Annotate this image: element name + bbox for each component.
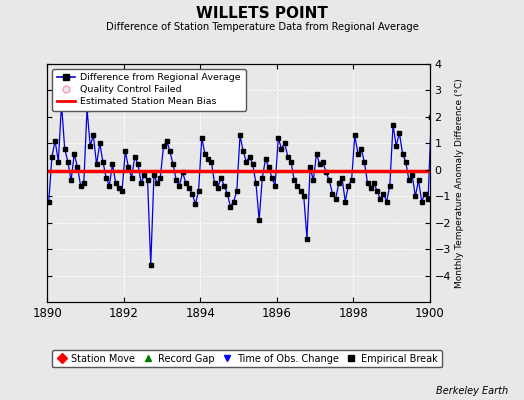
Legend: Station Move, Record Gap, Time of Obs. Change, Empirical Break: Station Move, Record Gap, Time of Obs. C…	[52, 350, 442, 368]
Text: WILLETS POINT: WILLETS POINT	[196, 6, 328, 21]
Text: Difference of Station Temperature Data from Regional Average: Difference of Station Temperature Data f…	[105, 22, 419, 32]
Y-axis label: Monthly Temperature Anomaly Difference (°C): Monthly Temperature Anomaly Difference (…	[455, 78, 464, 288]
Text: Berkeley Earth: Berkeley Earth	[436, 386, 508, 396]
